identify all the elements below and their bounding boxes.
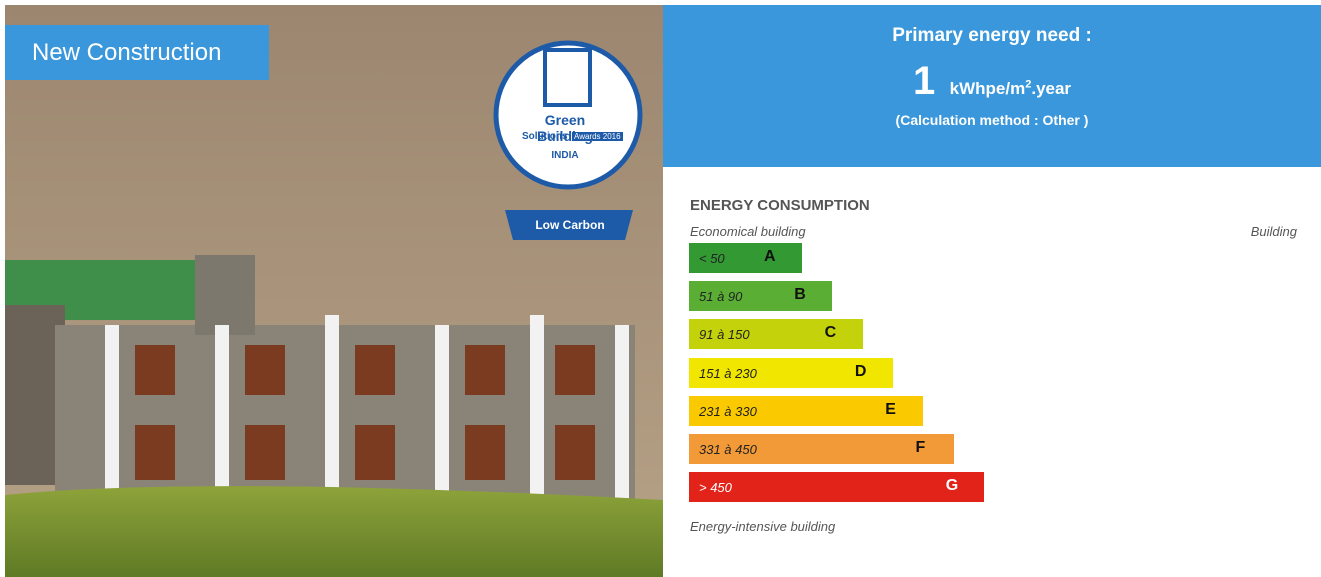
energy-unit: kWhpe/m2.year xyxy=(950,79,1071,98)
calc-method: (Calculation method : Other ) xyxy=(663,112,1321,128)
class-range: > 450 xyxy=(699,480,732,495)
unit: kWhpe/m xyxy=(950,79,1026,98)
class-letter: D xyxy=(855,363,867,381)
badge-line3: Awards 2016 xyxy=(572,132,623,141)
class-letter: C xyxy=(825,324,837,342)
class-letter: G xyxy=(946,477,958,495)
class-range: 231 à 330 xyxy=(699,404,757,419)
class-bar xyxy=(689,472,984,502)
class-range: 151 à 230 xyxy=(699,366,757,381)
energy-value: 1 xyxy=(913,59,935,103)
class-letter: B xyxy=(794,286,806,304)
badge-line2: Solutions xyxy=(522,131,568,142)
class-letter: E xyxy=(885,401,896,419)
value-row: 1 kWhpe/m2.year xyxy=(663,59,1321,104)
class-letter: F xyxy=(916,439,926,457)
panel-title: Primary energy need : xyxy=(663,25,1321,47)
construction-tag: New Construction xyxy=(5,25,269,80)
class-range: < 50 xyxy=(699,251,725,266)
scale-top-right: Building xyxy=(1251,224,1297,239)
scale-top-left: Economical building xyxy=(690,224,806,239)
scale-bottom: Energy-intensive building xyxy=(690,519,835,534)
unit-tail: .year xyxy=(1031,79,1071,98)
class-letter: A xyxy=(764,248,776,266)
badge-country: INDIA xyxy=(515,150,615,161)
page: Green Building Solutions Awards 2016 IND… xyxy=(0,0,1321,577)
class-range: 51 à 90 xyxy=(699,289,742,304)
scale-title: ENERGY CONSUMPTION xyxy=(690,197,870,214)
building-photo xyxy=(5,5,663,577)
photo-drawing xyxy=(5,5,663,577)
primary-energy-panel: Primary energy need : 1 kWhpe/m2.year (C… xyxy=(663,5,1321,167)
badge-ribbon: Low Carbon xyxy=(510,218,630,232)
class-range: 331 à 450 xyxy=(699,442,757,457)
class-range: 91 à 150 xyxy=(699,327,750,342)
